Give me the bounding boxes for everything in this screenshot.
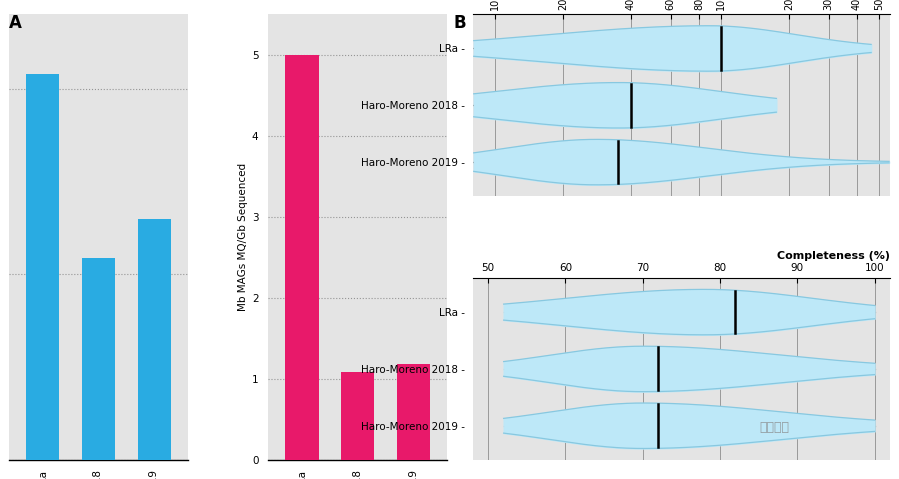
Bar [82,258,115,460]
Bar [26,74,59,460]
Y-axis label: Mb MAGs MQ/Gb Sequenced: Mb MAGs MQ/Gb Sequenced [237,163,248,311]
Bar [138,218,171,460]
Bar [396,364,431,460]
Bar [341,372,375,460]
Text: 凌恩生物: 凌恩生物 [760,421,789,434]
Text: B: B [454,14,467,33]
Text: A: A [9,14,22,33]
Bar [285,55,318,460]
Text: Completeness (%): Completeness (%) [777,251,890,261]
